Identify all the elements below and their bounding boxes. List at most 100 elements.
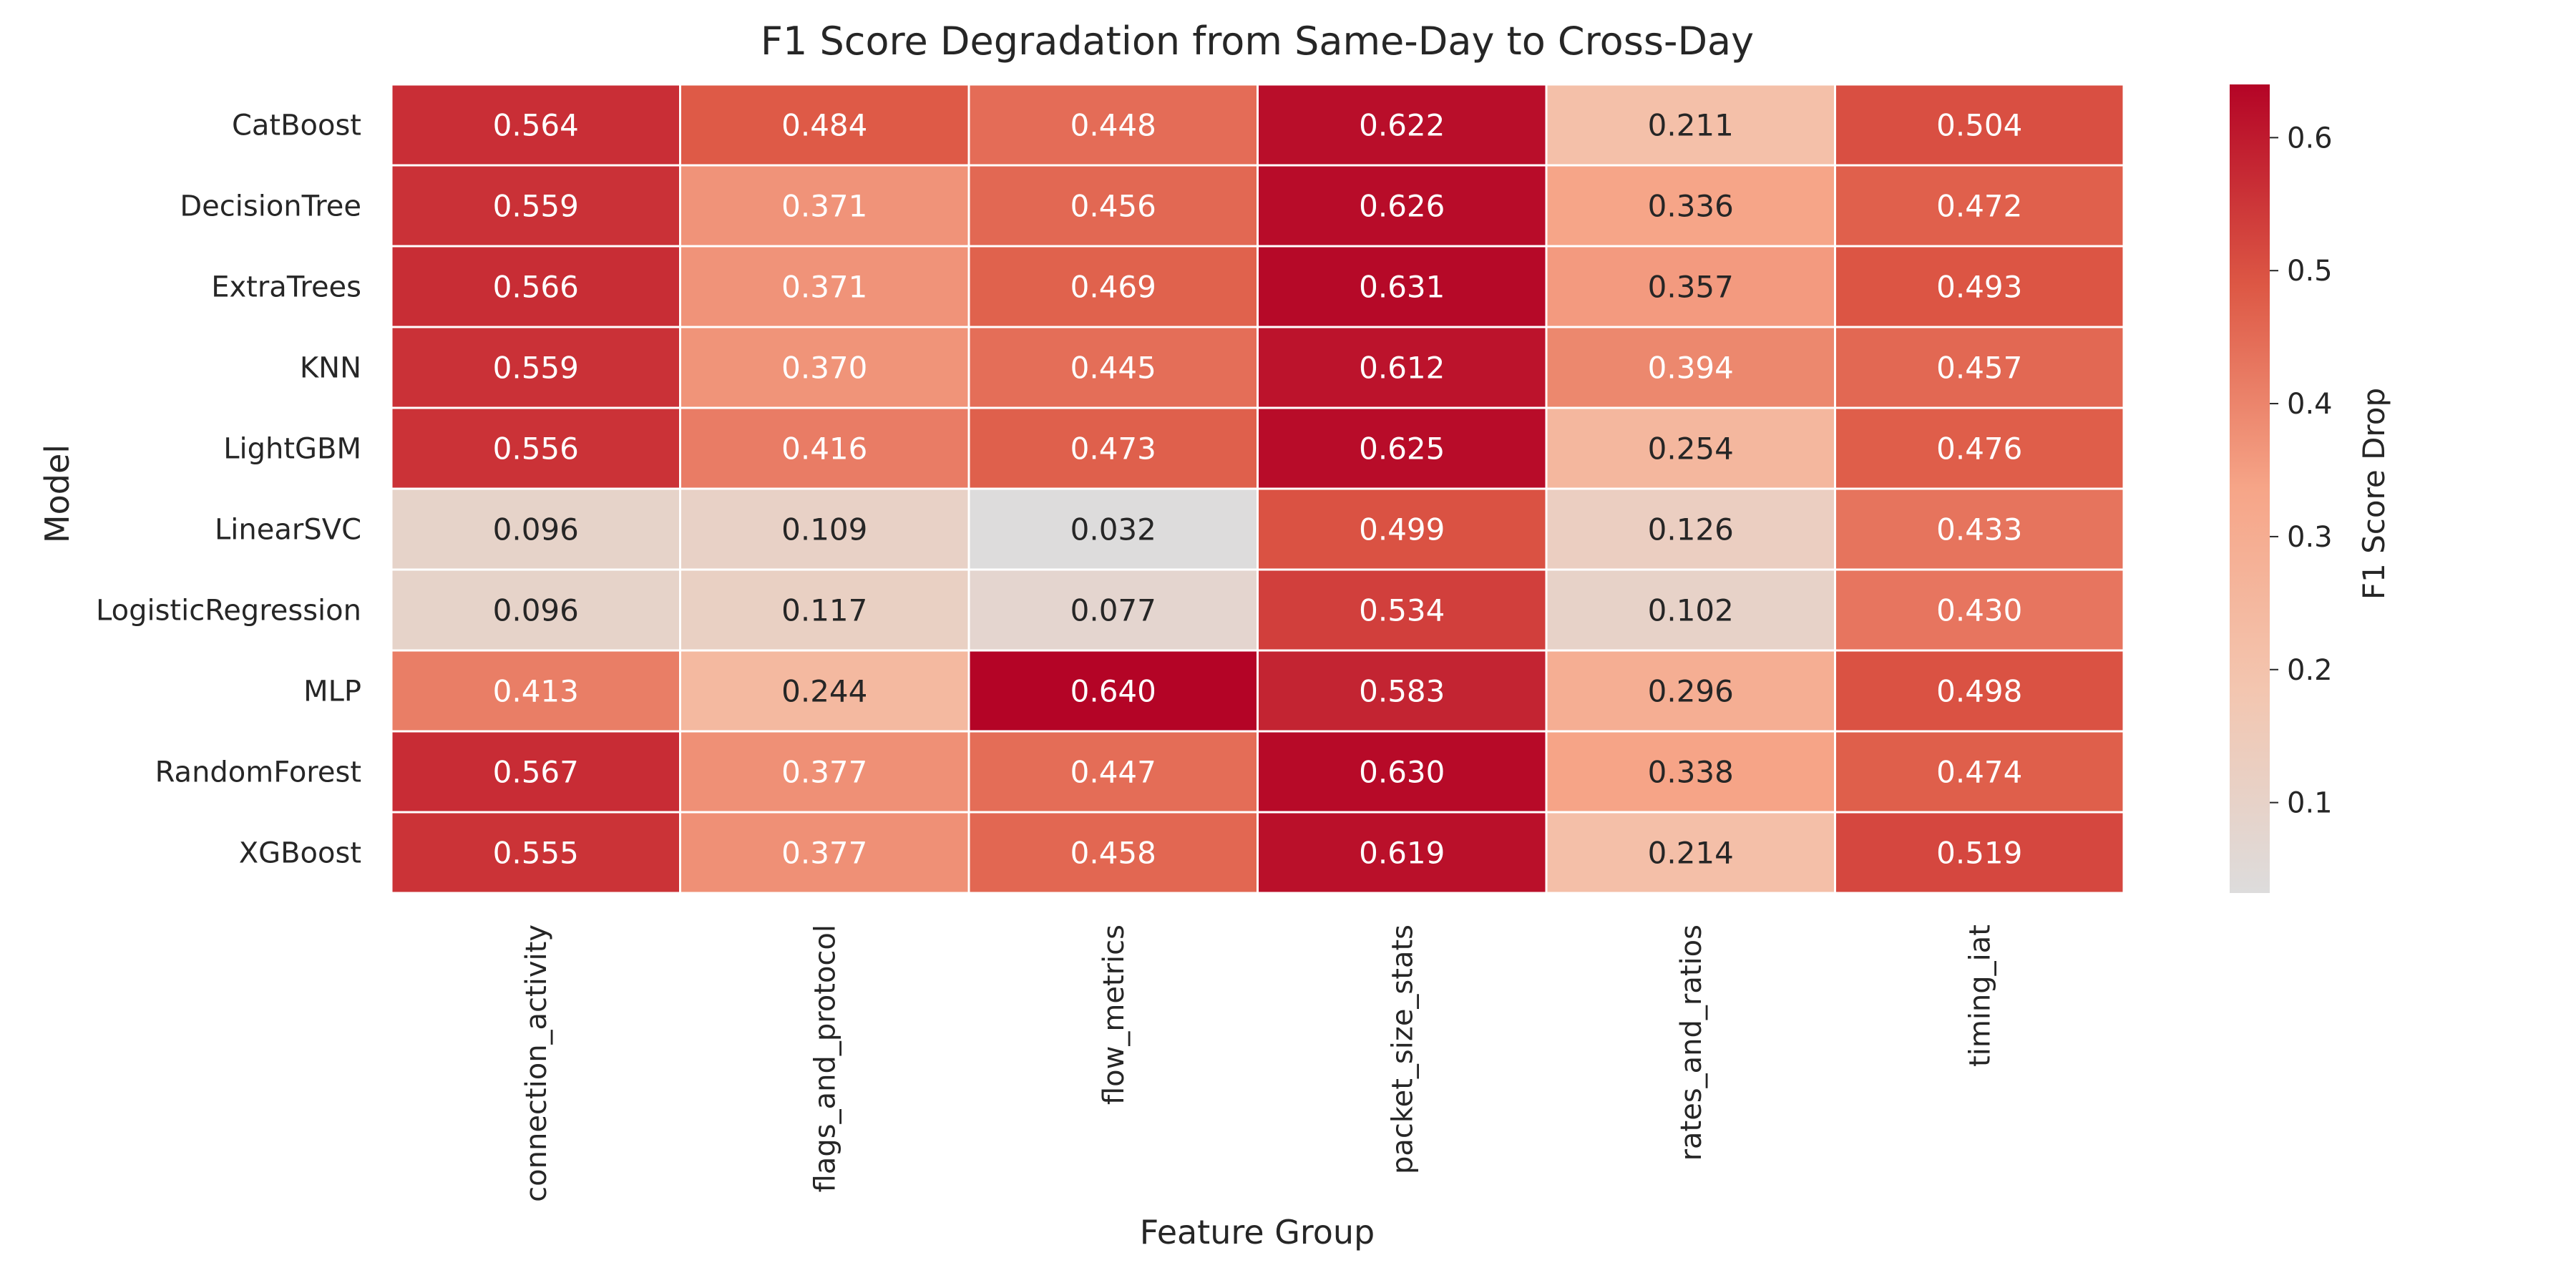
y-tick-label: CatBoost [232, 109, 361, 142]
colorbar-tick-label: 0.4 [2287, 388, 2333, 421]
cell-value-label: 0.244 [781, 674, 867, 709]
y-tick-label: LightGBM [223, 433, 361, 466]
y-tick-label: XGBoost [239, 837, 361, 870]
cell-value-label: 0.032 [1070, 512, 1156, 547]
colorbar: 0.1 0.2 0.3 0.4 0.5 0.6 [2230, 84, 2333, 893]
heatmap-cell [679, 245, 970, 328]
heatmap-cell [1834, 406, 2125, 490]
colorbar-tick-label: 0.1 [2287, 787, 2333, 820]
cell-value-label: 0.476 [1936, 431, 2022, 467]
cell-value-label: 0.567 [493, 755, 579, 790]
cell-value-label: 0.619 [1359, 836, 1445, 871]
cell-value-label: 0.559 [493, 189, 579, 224]
heatmap-cell [1545, 406, 1836, 490]
x-axis-label: Feature Group [1140, 1213, 1375, 1252]
cell-value-label: 0.126 [1648, 512, 1734, 547]
cell-value-label: 0.640 [1070, 674, 1156, 709]
cell-value-label: 0.117 [781, 593, 867, 628]
heatmap-cell [390, 487, 681, 571]
y-tick-label: ExtraTrees [211, 271, 361, 304]
y-tick-label: RandomForest [155, 756, 361, 789]
heatmap-cell [390, 326, 681, 409]
heatmap-cell [679, 811, 970, 894]
heatmap-cell [1834, 811, 2125, 894]
heatmap-cell [1834, 649, 2125, 733]
cell-value-label: 0.371 [781, 189, 867, 224]
heatmap-cell [1257, 811, 1548, 894]
heatmap-cell [967, 406, 1259, 490]
cell-value-label: 0.504 [1936, 108, 2022, 143]
heatmap-cell [1257, 326, 1548, 409]
heatmap-cell [1545, 326, 1836, 409]
heatmap-cell [967, 649, 1259, 733]
heatmap-cell [390, 649, 681, 733]
heatmap-cell [1545, 245, 1836, 328]
cell-value-label: 0.473 [1070, 431, 1156, 467]
cell-value-label: 0.211 [1648, 108, 1734, 143]
cell-value-label: 0.447 [1070, 755, 1156, 790]
heatmap-cell [1834, 730, 2125, 814]
cell-value-label: 0.583 [1359, 674, 1445, 709]
heatmap-cell [1834, 164, 2125, 248]
cell-value-label: 0.625 [1359, 431, 1445, 467]
heatmap-cell [390, 568, 681, 652]
y-axis-label: Model [38, 444, 77, 543]
heatmap-cell [390, 811, 681, 894]
heatmap-cell [679, 730, 970, 814]
colorbar-tick-label: 0.3 [2287, 521, 2333, 554]
colorbar-tick-label: 0.6 [2287, 122, 2333, 155]
cell-value-label: 0.377 [781, 755, 867, 790]
cell-value-label: 0.612 [1359, 351, 1445, 386]
heatmap-cell [1834, 83, 2125, 167]
heatmap-cell [967, 83, 1259, 167]
heatmap-cell [967, 811, 1259, 894]
heatmap-cell [1834, 568, 2125, 652]
heatmap-cell [1834, 487, 2125, 571]
colorbar-gradient [2230, 84, 2270, 893]
heatmap-cell [1545, 811, 1836, 894]
cell-value-label: 0.102 [1648, 593, 1734, 628]
cell-value-label: 0.096 [493, 512, 579, 547]
heatmap-cell [1834, 245, 2125, 328]
y-tick-label: KNN [300, 352, 361, 385]
x-tick-label: flow_metrics [1098, 924, 1131, 1105]
cell-value-label: 0.377 [781, 836, 867, 871]
colorbar-tick-label: 0.2 [2287, 654, 2333, 687]
heatmap-cell [1257, 649, 1548, 733]
heatmap-cells: 0.564 0.484 0.448 0.622 0.211 0.504 0.559 0.371… [390, 83, 2125, 894]
cell-value-label: 0.077 [1070, 593, 1156, 628]
heatmap-cell [1257, 164, 1548, 248]
cell-value-label: 0.096 [493, 593, 579, 628]
cell-value-label: 0.296 [1648, 674, 1734, 709]
y-tick-label: LinearSVC [215, 514, 361, 547]
cell-value-label: 0.456 [1070, 189, 1156, 224]
heatmap-cell [1257, 245, 1548, 328]
cell-value-label: 0.474 [1936, 755, 2022, 790]
heatmap-cell [967, 730, 1259, 814]
cell-value-label: 0.555 [493, 836, 579, 871]
cell-value-label: 0.498 [1936, 674, 2022, 709]
cell-value-label: 0.534 [1359, 593, 1445, 628]
heatmap-cell [390, 406, 681, 490]
cell-value-label: 0.626 [1359, 189, 1445, 224]
cell-value-label: 0.357 [1648, 270, 1734, 305]
cell-value-label: 0.499 [1359, 512, 1445, 547]
x-tick-label: flags_and_protocol [809, 924, 841, 1192]
heatmap-cell [1257, 568, 1548, 652]
heatmap-cell [390, 83, 681, 167]
x-tick-label: packet_size_stats [1386, 924, 1419, 1174]
cell-value-label: 0.564 [493, 108, 579, 143]
cell-value-label: 0.371 [781, 270, 867, 305]
cell-value-label: 0.556 [493, 431, 579, 467]
cell-value-label: 0.458 [1070, 836, 1156, 871]
x-tick-label: rates_and_ratios [1675, 924, 1708, 1161]
cell-value-label: 0.622 [1359, 108, 1445, 143]
cell-value-label: 0.469 [1070, 270, 1156, 305]
cell-value-label: 0.559 [493, 351, 579, 386]
heatmap-cell [1834, 326, 2125, 409]
cell-value-label: 0.519 [1936, 836, 2022, 871]
cell-value-label: 0.394 [1648, 351, 1734, 386]
cell-value-label: 0.416 [781, 431, 867, 467]
cell-value-label: 0.433 [1936, 512, 2022, 547]
